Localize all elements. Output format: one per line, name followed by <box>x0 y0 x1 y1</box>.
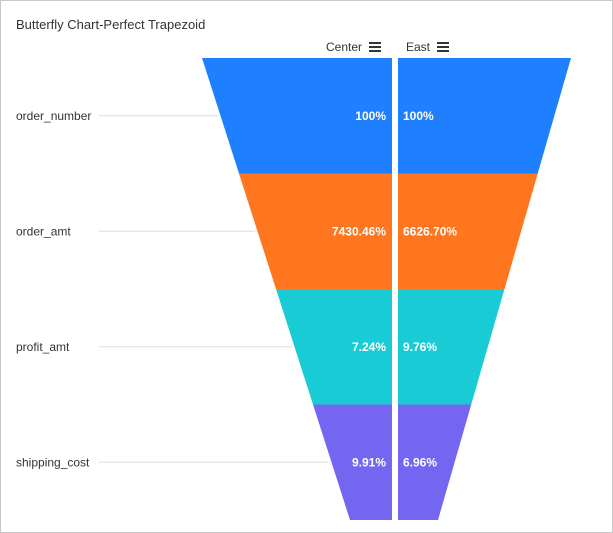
funnel-segment-center <box>313 404 392 520</box>
menu-icon[interactable] <box>369 42 382 52</box>
series-label-center: Center <box>326 40 363 54</box>
chart-title: Butterfly Chart-Perfect Trapezoid <box>16 17 206 32</box>
category-label: order_amt <box>16 224 71 238</box>
data-label-east: 6.96% <box>403 455 437 469</box>
data-label-center: 9.91% <box>352 455 386 469</box>
data-label-center: 7430.46% <box>332 224 386 238</box>
category-label: order_number <box>16 109 91 123</box>
data-label-east: 6626.70% <box>403 224 457 238</box>
funnel-segment-east <box>398 289 505 405</box>
funnel-segment-center <box>239 173 392 289</box>
funnel-segment-center <box>202 58 392 174</box>
category-label: profit_amt <box>16 340 70 354</box>
funnel-segment-east <box>398 404 472 520</box>
funnel-segment-center <box>276 289 392 405</box>
data-label-east: 9.76% <box>403 340 437 354</box>
data-label-center: 100% <box>355 109 386 123</box>
funnel-segment-east <box>398 173 538 289</box>
series-header-east: East <box>406 39 450 55</box>
series-header-center: Center <box>326 39 382 55</box>
menu-icon[interactable] <box>437 42 450 52</box>
funnel-segment-east <box>398 58 571 174</box>
data-label-center: 7.24% <box>352 340 386 354</box>
data-label-east: 100% <box>403 109 434 123</box>
category-label: shipping_cost <box>16 455 90 469</box>
series-label-east: East <box>406 40 431 54</box>
